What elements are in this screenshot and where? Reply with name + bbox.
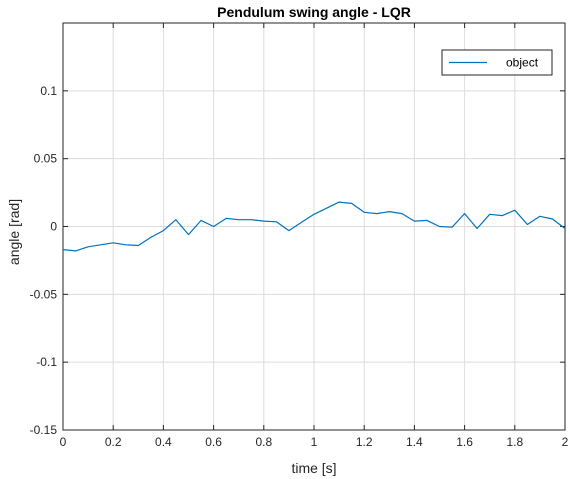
y-tick-label: -0.05 [30, 287, 58, 301]
y-axis: -0.15 -0.1 -0.05 0 0.05 0.1 [30, 84, 565, 437]
x-tick-label: 1.6 [456, 435, 473, 449]
chart-title: Pendulum swing angle - LQR [217, 4, 411, 20]
x-tick-label: 1.2 [356, 435, 373, 449]
x-tick-label: 1 [311, 435, 318, 449]
x-tick-label: 1.4 [406, 435, 423, 449]
series-line-object [62, 201, 566, 252]
x-tick-label: 0.6 [205, 435, 222, 449]
y-tick-label: 0.1 [40, 84, 57, 98]
y-axis-label: angle [rad] [6, 199, 22, 265]
y-tick-label: 0 [50, 220, 57, 234]
y-tick-label: 0.05 [34, 152, 58, 166]
y-tick-label: -0.1 [36, 355, 57, 369]
x-tick-label: 0 [60, 435, 67, 449]
x-tick-label: 2 [562, 435, 569, 449]
legend: object [441, 49, 553, 76]
x-axis-label: time [s] [291, 460, 336, 476]
x-tick-label: 0.4 [155, 435, 172, 449]
x-tick-label: 0.8 [255, 435, 272, 449]
series-layer [62, 201, 566, 252]
legend-label-object: object [506, 56, 539, 70]
grid [63, 23, 565, 430]
x-axis: 0 0.2 0.4 0.6 0.8 1 1.2 1.4 1.6 1.8 2 [60, 23, 569, 449]
y-tick-label: -0.15 [30, 423, 58, 437]
x-tick-label: 1.8 [506, 435, 523, 449]
x-tick-label: 0.2 [105, 435, 122, 449]
